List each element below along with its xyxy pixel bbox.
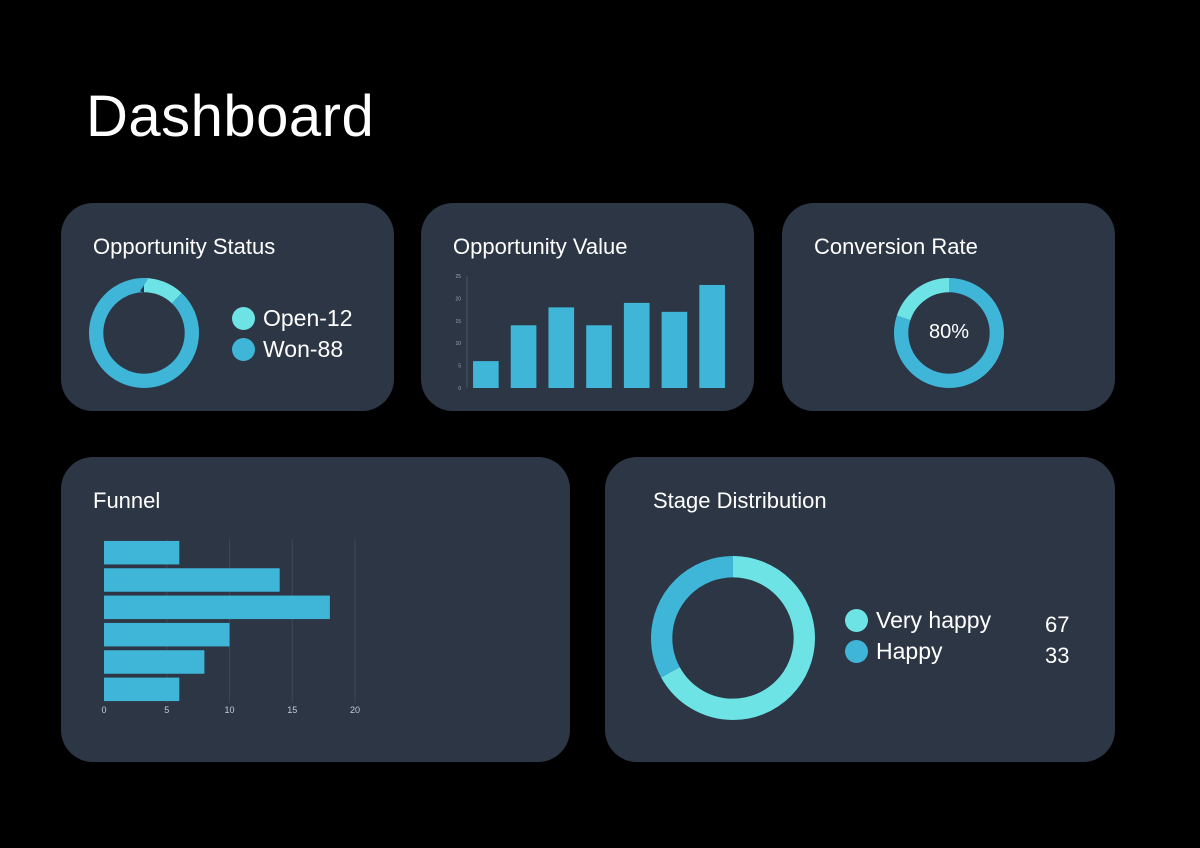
opportunity-value-card[interactable]: Opportunity Value 0 5 10 15 20 25 xyxy=(421,203,754,411)
funnel-xtick-label: 5 xyxy=(164,705,169,715)
opportunity-value-ytick-label: 20 xyxy=(455,296,461,302)
opportunity-status-title: Opportunity Status xyxy=(93,234,276,259)
opportunity-value-bar xyxy=(510,325,537,388)
opportunity-value-bar xyxy=(623,302,650,388)
funnel-bar-chart: 0 5 10 15 20 xyxy=(101,539,360,715)
legend-dot-very-happy xyxy=(845,609,868,632)
conversion-rate-card[interactable]: Conversion Rate 80% xyxy=(782,203,1115,411)
opportunity-value-ytick-label: 25 xyxy=(455,274,461,280)
funnel-bar xyxy=(104,595,330,620)
funnel-card[interactable]: Funnel 0 5 10 15 20 xyxy=(61,457,570,762)
legend-dot-won xyxy=(232,338,255,361)
opportunity-value-title: Opportunity Value xyxy=(453,234,628,259)
legend-item-won: Won-88 xyxy=(232,334,353,365)
stage-distribution-legend: Very happy Happy xyxy=(845,605,991,667)
conversion-rate-slice-remaining xyxy=(894,278,1004,388)
conversion-rate-value: 80% xyxy=(928,321,970,343)
legend-item-happy: Happy xyxy=(845,636,991,667)
funnel-xtick-label: 0 xyxy=(101,705,106,715)
legend-label-very-happy: Very happy xyxy=(876,607,992,633)
opportunity-value-bar xyxy=(473,361,499,388)
legend-value-happy: 33 xyxy=(1045,643,1070,668)
funnel-title: Funnel xyxy=(93,488,161,513)
opportunity-status-donut xyxy=(89,278,199,388)
opportunity-value-ytick-label: 10 xyxy=(455,341,461,347)
opportunity-status-slice-won xyxy=(89,278,199,388)
opportunity-value-bar xyxy=(548,307,575,388)
funnel-bar xyxy=(104,540,180,565)
stage-distribution-slice-happy xyxy=(651,556,815,720)
legend-item-open: Open-12 xyxy=(232,303,353,334)
stage-distribution-title: Stage Distribution xyxy=(653,488,827,513)
conversion-rate-title: Conversion Rate xyxy=(814,234,978,259)
legend-dot-open xyxy=(232,307,255,330)
opportunity-value-bar xyxy=(586,325,612,388)
opportunity-value-ytick-label: 15 xyxy=(455,319,461,325)
funnel-xtick-label: 10 xyxy=(224,705,234,715)
stage-distribution-donut xyxy=(651,556,815,720)
legend-dot-happy xyxy=(845,640,868,663)
opportunity-value-bar xyxy=(699,284,725,388)
conversion-rate-donut xyxy=(894,278,1004,388)
opportunity-value-bar xyxy=(661,311,688,388)
stage-distribution-values: 67 33 xyxy=(1045,609,1069,671)
stage-distribution-card[interactable]: Stage Distribution Very happy Happy 67 3… xyxy=(605,457,1115,762)
page-title: Dashboard xyxy=(86,84,375,149)
funnel-bar xyxy=(104,568,280,592)
opportunity-status-card[interactable]: Opportunity Status Open-12 Won-88 xyxy=(61,203,394,411)
funnel-xtick-label: 20 xyxy=(350,705,360,715)
opportunity-value-ytick-label: 5 xyxy=(458,364,461,370)
legend-label-happy: Happy xyxy=(876,638,943,664)
funnel-bar xyxy=(104,650,205,674)
opportunity-value-bar-chart: 0 5 10 15 20 25 xyxy=(455,274,725,392)
legend-label-open: Open-12 xyxy=(263,305,353,331)
legend-item-very-happy: Very happy xyxy=(845,605,991,636)
legend-value-very-happy: 67 xyxy=(1045,612,1070,637)
legend-label-won: Won-88 xyxy=(263,336,344,362)
funnel-bar xyxy=(104,677,180,702)
funnel-bar xyxy=(104,622,230,647)
opportunity-value-ytick-label: 0 xyxy=(458,386,461,392)
opportunity-status-legend: Open-12 Won-88 xyxy=(232,303,353,365)
funnel-xtick-label: 15 xyxy=(287,705,297,715)
